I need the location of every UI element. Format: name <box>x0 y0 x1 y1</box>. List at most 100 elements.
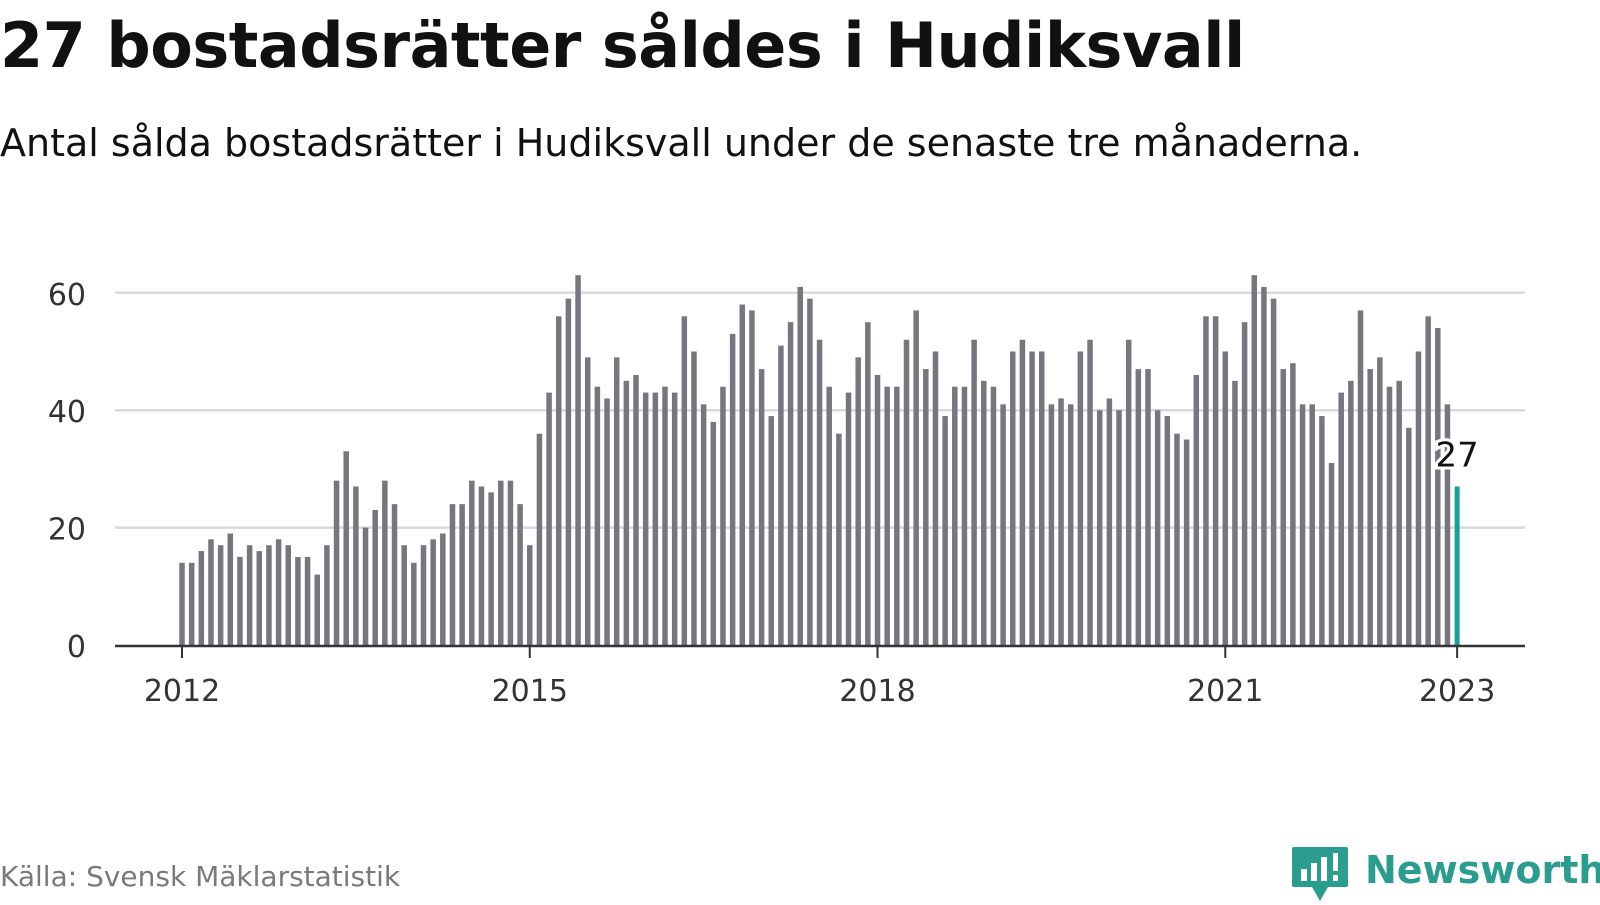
bar <box>816 339 823 645</box>
bar <box>1048 404 1055 645</box>
bar <box>1174 433 1180 645</box>
bar <box>1203 316 1209 645</box>
chart-title: 27 bostadsrätter såldes i Hudiksvall <box>0 9 1245 82</box>
x-axis-ticks: 2012 2015 2018 2021 2023 <box>144 645 1495 709</box>
bar <box>1444 404 1451 645</box>
bar <box>353 486 359 645</box>
bar <box>555 316 562 645</box>
bar <box>826 386 832 645</box>
bar <box>1338 392 1344 645</box>
bar <box>642 392 649 645</box>
highlight-value-label: 27 <box>1435 436 1478 476</box>
bar <box>1406 427 1412 645</box>
bar <box>1357 310 1364 645</box>
chart-subtitle: Antal sålda bostadsrätter i Hudiksvall u… <box>0 121 1363 165</box>
bar <box>1096 410 1103 645</box>
bar <box>594 386 601 645</box>
bar <box>488 492 494 645</box>
bar <box>1425 316 1431 645</box>
bar <box>1212 316 1219 645</box>
bar <box>720 386 726 645</box>
bar <box>787 322 794 645</box>
bar <box>198 551 205 645</box>
bar-highlight <box>1454 486 1460 645</box>
bar <box>333 480 340 645</box>
bar <box>836 433 842 645</box>
bar <box>1125 339 1132 645</box>
bar <box>227 533 234 645</box>
bar <box>1232 380 1238 645</box>
bar <box>778 345 784 645</box>
bar <box>295 556 301 645</box>
bar <box>961 386 968 645</box>
bar <box>623 380 630 645</box>
bar <box>217 545 224 645</box>
bar <box>1154 410 1161 645</box>
bar <box>430 539 436 645</box>
bar <box>903 339 910 645</box>
bar <box>971 339 977 645</box>
bar <box>1386 386 1393 645</box>
bar <box>1077 351 1084 645</box>
bar <box>1116 410 1122 645</box>
bar <box>1367 369 1373 645</box>
bar <box>420 545 427 645</box>
x-tick-label: 2021 <box>1187 674 1263 709</box>
bar <box>1038 351 1045 645</box>
bar <box>1328 463 1335 645</box>
bar <box>1299 404 1306 645</box>
bar <box>671 392 678 645</box>
bar <box>208 539 214 645</box>
bar <box>527 545 533 645</box>
bar <box>1000 404 1006 645</box>
bar <box>1377 357 1383 645</box>
y-tick-label: 20 <box>48 513 86 548</box>
bar <box>1319 416 1325 645</box>
bar <box>275 539 282 645</box>
bar <box>1019 339 1026 645</box>
bar <box>1193 374 1200 645</box>
bar <box>1145 369 1151 645</box>
bar <box>188 562 195 645</box>
bar <box>758 369 765 645</box>
bar <box>700 404 707 645</box>
bar <box>1087 339 1093 645</box>
bar <box>1348 380 1354 645</box>
newsworthy-logo-icon <box>1292 847 1348 901</box>
y-axis-tick-labels: 0 20 40 60 <box>48 278 86 665</box>
bar <box>923 369 929 645</box>
bar <box>1106 398 1113 645</box>
bar <box>1067 404 1074 645</box>
bar <box>324 545 330 645</box>
bar <box>246 545 253 645</box>
bar <box>372 509 378 645</box>
bar <box>1222 351 1229 645</box>
bar <box>894 386 900 645</box>
bar <box>1029 351 1035 645</box>
y-tick-label: 0 <box>67 630 86 665</box>
bar <box>314 574 320 645</box>
bar <box>179 562 185 645</box>
bar <box>343 451 349 645</box>
y-tick-label: 40 <box>48 395 86 430</box>
bar <box>865 322 871 645</box>
bar <box>604 398 610 645</box>
bar <box>662 386 668 645</box>
bar <box>565 298 572 645</box>
x-tick-label: 2023 <box>1419 674 1495 709</box>
bar <box>469 480 475 645</box>
bar <box>749 310 755 645</box>
y-tick-label: 60 <box>48 278 86 313</box>
bar <box>874 374 881 645</box>
bar <box>478 486 485 645</box>
x-tick-label: 2018 <box>839 674 915 709</box>
bar <box>536 433 543 645</box>
bar <box>1241 322 1248 645</box>
bar <box>729 333 736 645</box>
bar <box>739 304 746 645</box>
bar <box>584 357 591 645</box>
bar <box>546 392 552 645</box>
bar <box>256 551 263 645</box>
bars <box>179 275 1460 645</box>
bar <box>411 562 417 645</box>
